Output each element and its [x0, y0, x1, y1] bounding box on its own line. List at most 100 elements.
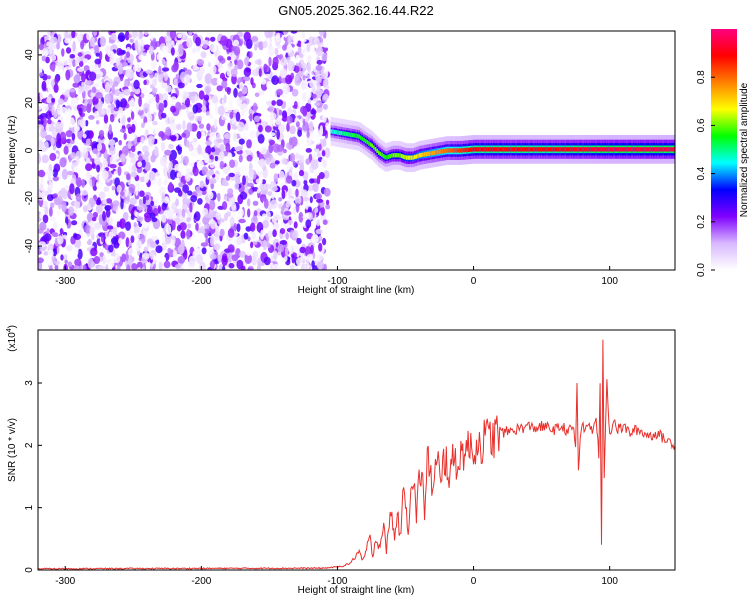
heatmap-cell [304, 262, 310, 270]
heatmap-cell [89, 62, 96, 71]
heatmap-cell [223, 195, 228, 201]
heatmap-cell [69, 88, 76, 93]
heatmap-cell [46, 260, 54, 266]
y-tick-label: 3 [24, 380, 35, 386]
heatmap-cell [128, 34, 132, 39]
heatmap-cell [318, 31, 325, 37]
colorbar-tick-label: 0.2 [696, 214, 707, 228]
heatmap-cell [187, 190, 193, 196]
heatmap-cell [277, 44, 282, 49]
heatmap-cell [136, 216, 144, 222]
heatmap-cell [379, 151, 382, 156]
heatmap-cell [492, 147, 495, 152]
heatmap-cell [50, 137, 55, 147]
heatmap-cell [665, 147, 668, 152]
heatmap-cell [291, 179, 297, 187]
heatmap-cell [84, 80, 91, 86]
heatmap-cell [283, 210, 292, 216]
heatmap-cell [423, 152, 426, 157]
heatmap-cell [92, 211, 98, 219]
heatmap-cell [526, 147, 529, 152]
heatmap-cell [480, 147, 484, 152]
heatmap-cell [487, 147, 490, 152]
heatmap-cell [269, 112, 277, 121]
heatmap-cell [387, 154, 390, 159]
heatmap-cell [106, 153, 111, 165]
heatmap-cell [660, 147, 663, 152]
heatmap-cell [613, 147, 616, 152]
heatmap-cell [69, 54, 76, 59]
heatmap-cell [536, 147, 539, 152]
heatmap-cell [186, 216, 191, 223]
heatmap-cell [191, 91, 196, 97]
heatmap-cell [150, 154, 156, 163]
heatmap-cell [639, 147, 642, 152]
heatmap-cell [272, 186, 278, 192]
heatmap-cell [104, 204, 112, 211]
heatmap-cell [227, 56, 232, 61]
heatmap-cell [301, 63, 308, 69]
heatmap-cell [294, 194, 302, 205]
heatmap-cell [273, 214, 281, 221]
heatmap-cell [62, 231, 68, 236]
heatmap-cell [306, 74, 310, 79]
heatmap-cell [277, 243, 285, 253]
heatmap-cell [165, 126, 171, 136]
heatmap-cell [259, 146, 267, 155]
heatmap-cell [275, 31, 283, 34]
heatmap-cell [585, 147, 588, 152]
heatmap-cell [258, 68, 262, 77]
heatmap-cell [368, 141, 371, 146]
heatmap-cell [384, 155, 387, 160]
heatmap-cell [302, 121, 309, 131]
heatmap-cell [276, 32, 281, 38]
heatmap-cell [51, 97, 56, 103]
heatmap-cell [74, 125, 80, 132]
heatmap-cell [171, 234, 176, 246]
heatmap-cell [441, 149, 444, 154]
heatmap-cell [86, 212, 94, 222]
heatmap-cell [560, 147, 564, 152]
heatmap-cell [575, 147, 578, 152]
heatmap-cell [45, 56, 50, 64]
heatmap-cell [64, 31, 69, 41]
heatmap-cell [189, 202, 193, 213]
heatmap-cell [534, 147, 537, 152]
heatmap-cell [123, 132, 127, 140]
heatmap-cell [142, 145, 149, 153]
heatmap-cell [250, 77, 254, 86]
colorbar-label: Normalized spectral amplitude [739, 82, 750, 217]
heatmap-cell [209, 100, 213, 105]
heatmap-cell [161, 202, 167, 211]
heatmap-cell [160, 141, 166, 152]
heatmap-cell [190, 234, 195, 243]
heatmap-cell [262, 213, 267, 219]
heatmap-cell [456, 148, 459, 153]
heatmap-cell [176, 153, 182, 163]
heatmap-cell [102, 254, 106, 265]
heatmap-cell [121, 253, 127, 263]
heatmap-cell [148, 114, 153, 123]
heatmap-cell [237, 121, 245, 132]
heatmap-cell [278, 170, 285, 180]
heatmap-cell [315, 193, 323, 200]
heatmap-cell [225, 175, 231, 181]
heatmap-cell [260, 229, 264, 240]
heatmap-cell [142, 195, 147, 205]
heatmap-cell [574, 147, 577, 152]
heatmap-cell [289, 152, 296, 163]
heatmap-cell [154, 146, 159, 157]
heatmap-cell [264, 31, 272, 39]
heatmap-cell [226, 87, 231, 95]
heatmap-cell [355, 133, 358, 138]
snr-frame [37, 329, 676, 571]
heatmap-cell [294, 77, 302, 86]
heatmap-cell [117, 32, 126, 42]
heatmap-cell [247, 182, 254, 187]
heatmap-cell [82, 264, 87, 270]
heatmap-cell [256, 188, 261, 194]
heatmap-cell [502, 147, 505, 152]
heatmap-cell [268, 56, 272, 67]
heatmap-cell [189, 146, 193, 151]
y-tick-label: 20 [24, 97, 35, 109]
